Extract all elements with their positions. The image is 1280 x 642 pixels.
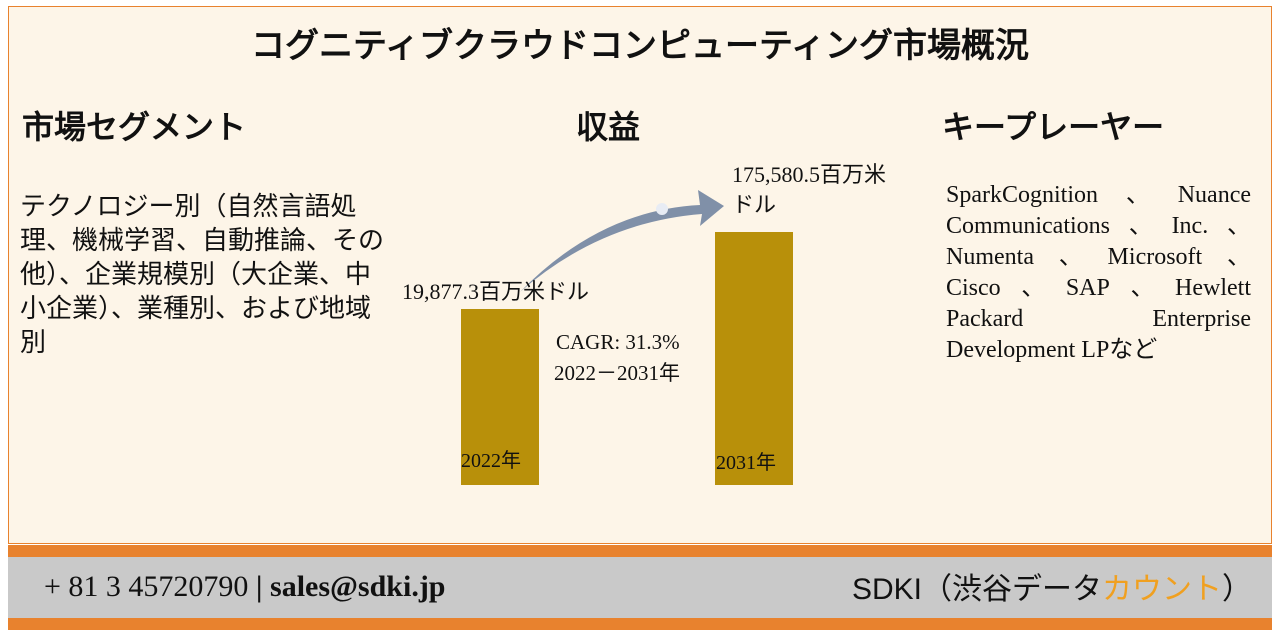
footer-band [8, 618, 1272, 630]
brand: SDKI（渋谷データカウント） [852, 564, 1252, 608]
cagr: CAGR: 31.3% [556, 330, 680, 354]
arrow [520, 190, 724, 292]
start-value: 19,877.3百万米ドル [402, 279, 590, 304]
panel [8, 6, 1272, 544]
players-text: SparkCognition、Nuance Communications、Inc… [946, 182, 1251, 363]
brand-accent: カウント [1102, 573, 1222, 606]
email: sales@sdki.jp [270, 570, 446, 603]
start-year: 2022年 [461, 450, 521, 472]
title: コグニティブクラウドコンピューティング市場概況 [251, 28, 1029, 65]
period: 2022－2031年 [554, 361, 680, 385]
brand-text: SDKI（渋谷データ [851, 573, 1102, 606]
bar-2022 [461, 309, 539, 485]
arrow-dot [656, 203, 668, 215]
brand-close: ） [1222, 573, 1252, 606]
segments-text: テクノロジー別（自然言語処理、機械学習、自動推論、その他）、企業規模別（大企業、… [20, 192, 385, 357]
bar-2031 [715, 232, 793, 485]
footer [8, 557, 1272, 618]
segments-heading: 市場セグメント [22, 109, 247, 145]
separator: | [255, 570, 263, 603]
players-heading: キープレーヤー [942, 109, 1165, 145]
end-value: 175,580.5百万米ドル [732, 162, 887, 217]
revenue-heading: 収益 [576, 109, 641, 145]
contact: + 81 3 45720790 | sales@sdki.jp [44, 570, 446, 604]
end-year: 2031年 [716, 452, 776, 474]
phone: + 81 3 45720790 [44, 570, 249, 603]
footer-band [8, 545, 1272, 557]
